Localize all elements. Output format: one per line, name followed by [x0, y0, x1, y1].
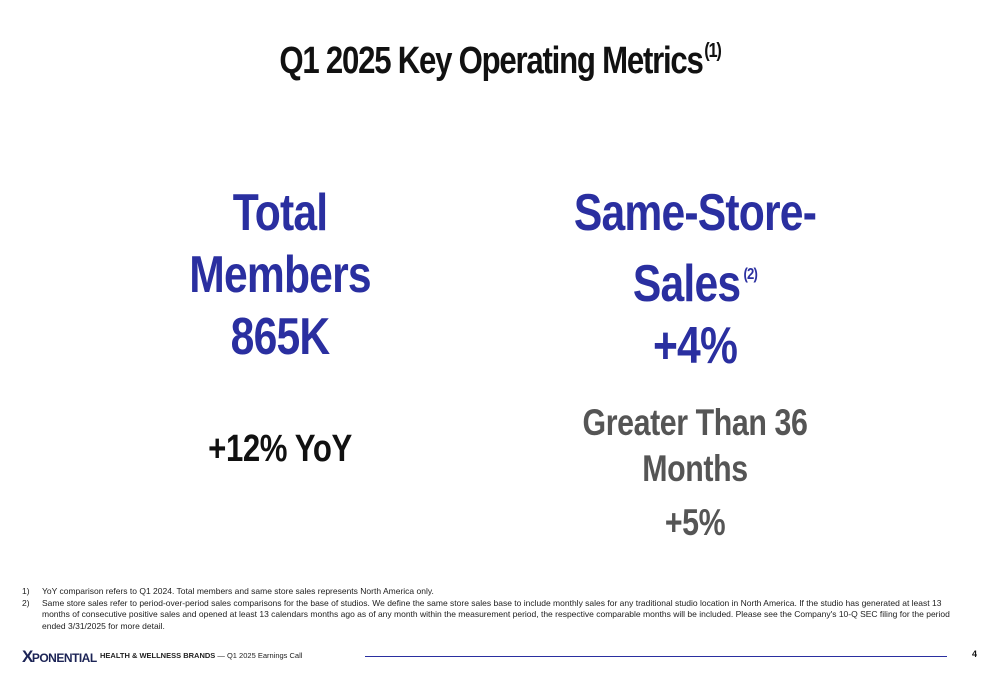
page-number: 4 — [972, 649, 978, 659]
page-title: Q1 2025 Key Operating Metrics(1) — [90, 40, 910, 83]
footer-divider — [365, 656, 947, 657]
footnote-number: 2) — [22, 597, 30, 608]
footer-separator: — — [217, 651, 225, 660]
title-text: Q1 2025 Key Operating Metrics — [279, 40, 704, 82]
logo-x-mark: X — [22, 647, 33, 666]
footer-caption: HEALTH & WELLNESS BRANDS — Q1 2025 Earni… — [100, 651, 302, 660]
footer-brand: HEALTH & WELLNESS BRANDS — [100, 651, 216, 660]
sss-label-line1: Same-Store- — [573, 184, 817, 242]
sss-36-months: Greater Than 36 Months +5% — [500, 400, 890, 546]
total-members-label-line2: Members — [189, 246, 371, 304]
total-members-metric: Total Members 865K — [130, 182, 430, 368]
title-footnote-ref: (1) — [704, 40, 722, 62]
footer-call: Q1 2025 Earnings Call — [226, 651, 303, 660]
same-store-sales-metric: Same-Store- Sales (2) +4% — [500, 182, 890, 377]
footnote-text: Same store sales refer to period-over-pe… — [42, 597, 950, 631]
logo-wordmark: PONENTIAL — [31, 651, 97, 665]
footnote-1: 1) YoY comparison refers to Q1 2024. Tot… — [22, 586, 952, 598]
sss-label-line2: Sales — [632, 255, 741, 313]
footnote-text: YoY comparison refers to Q1 2024. Total … — [42, 586, 434, 596]
sss-value: +4% — [652, 317, 738, 375]
total-members-label-line1: Total — [232, 184, 328, 242]
footnotes: 1) YoY comparison refers to Q1 2024. Tot… — [22, 586, 952, 632]
xponential-logo: XPONENTIAL — [22, 647, 97, 667]
sss-36-label-line1: Greater Than 36 — [582, 402, 808, 443]
footnote-2: 2) Same store sales refer to period-over… — [22, 598, 952, 633]
sss-36-value: +5% — [664, 502, 726, 543]
sss-label-line2-wrap: Sales (2) — [535, 244, 855, 315]
footer: XPONENTIAL HEALTH & WELLNESS BRANDS — Q1… — [22, 647, 982, 667]
total-members-value: 865K — [230, 308, 330, 366]
footnote-number: 1) — [22, 586, 30, 596]
sss-36-label-line2: Months — [642, 448, 748, 489]
total-members-yoy: +12% YoY — [208, 428, 352, 470]
sss-footnote-ref: (2) — [743, 266, 758, 283]
